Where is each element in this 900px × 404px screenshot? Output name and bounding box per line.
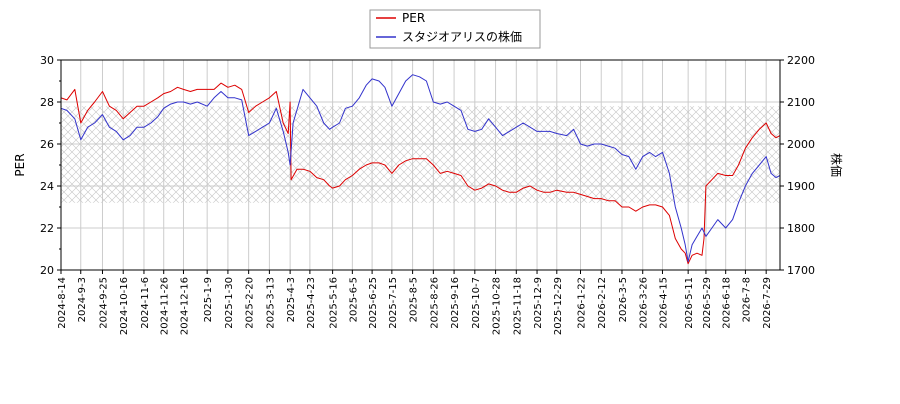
x-tick-label: 2024-8-14: [57, 277, 68, 329]
x-tick-label: 2025-1-30: [224, 277, 235, 329]
hatch-band: [61, 106, 780, 203]
y-tick-label: 20: [40, 264, 54, 277]
x-tick-label: 2026-5-11: [684, 277, 695, 329]
x-tick-label: 2026-1-22: [576, 277, 587, 329]
x-tick-label: 2025-10-7: [471, 277, 482, 329]
x-tick-label: 2025-8-5: [409, 277, 420, 322]
y-tick-label: 26: [40, 138, 54, 151]
y2-tick-label: 1900: [787, 180, 815, 193]
x-tick-label: 2025-7-15: [388, 277, 399, 329]
x-tick-label: 2025-5-16: [329, 277, 340, 329]
x-tick-label: 2024-9-3: [77, 277, 88, 322]
x-tick-label: 2025-3-13: [265, 277, 276, 329]
x-tick-label: 2024-11-26: [160, 277, 171, 335]
x-tick-label: 2025-6-25: [368, 277, 379, 329]
x-tick-label: 2025-4-3: [286, 277, 297, 322]
axis-layer: 20 22 24 26 28 30 1700 1800 1900 2000 2100 2200 2024…: [40, 54, 815, 335]
legend-box: [369, 9, 541, 49]
x-tick-label: 2024-9-25: [98, 277, 109, 329]
x-tick-label: 2026-3-5: [618, 277, 629, 322]
x-tick-label: 2025-12-29: [553, 277, 564, 335]
y-tick-label: 30: [40, 54, 54, 67]
x-tick-label: 2024-12-16: [179, 277, 190, 335]
y2-tick-label: 2000: [787, 138, 815, 151]
y-tick-label: 28: [40, 96, 54, 109]
y2-axis-label: 株価: [829, 153, 844, 177]
y2-tick-label: 1700: [787, 264, 815, 277]
x-tick-label: 2025-11-18: [512, 277, 523, 335]
x-tick-label: 2025-8-26: [429, 277, 440, 329]
y2-tick-label: 2200: [787, 54, 815, 67]
x-tick-label: 2024-10-16: [119, 277, 130, 335]
y-tick-label: 24: [40, 180, 54, 193]
x-tick-label: 2026-4-15: [658, 277, 669, 329]
y-axis-label: PER: [13, 153, 27, 176]
x-tick-label: 2025-12-9: [533, 277, 544, 329]
price-series-line: [61, 74, 780, 263]
y2-tick-label: 1800: [787, 222, 815, 235]
x-tick-label: 2025-9-16: [450, 277, 461, 329]
x-tick-label: 2025-4-23: [306, 277, 317, 329]
x-tick-label: 2026-7-29: [762, 277, 773, 329]
x-tick-label: 2026-6-18: [722, 277, 733, 329]
per-series-line: [61, 82, 780, 265]
y2-tick-label: 2100: [787, 96, 815, 109]
x-tick-label: 2025-2-20: [245, 277, 256, 329]
x-tick-label: 2026-5-29: [702, 277, 713, 329]
legend: PER スタジオアリスの株価: [369, 9, 541, 49]
legend-label-per: PER: [402, 11, 425, 25]
y-tick-label: 22: [40, 222, 54, 235]
x-tick-label: 2026-7-8: [741, 277, 752, 322]
legend-label-price: スタジオアリスの株価: [402, 29, 522, 44]
x-tick-label: 2026-2-12: [597, 277, 608, 329]
x-tick-label: 2025-1-9: [203, 277, 214, 322]
series-layer: [61, 74, 780, 265]
x-tick-label: 2025-6-5: [348, 277, 359, 322]
x-tick-label: 2026-3-26: [639, 277, 650, 329]
x-tick-label: 2024-11-6: [140, 277, 151, 329]
x-tick-label: 2025-10-28: [492, 277, 503, 335]
